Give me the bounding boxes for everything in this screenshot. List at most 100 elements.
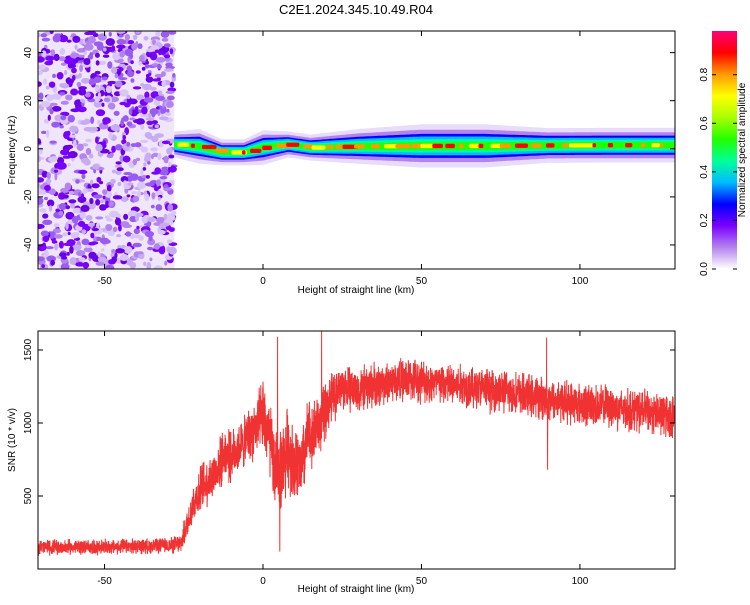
noise-speckle [65, 211, 75, 220]
noise-speckle [112, 226, 118, 233]
signal-core [499, 143, 511, 148]
noise-speckle [88, 127, 99, 132]
noise-speckle [163, 57, 171, 62]
noise-speckle [125, 231, 132, 237]
noise-speckle [146, 262, 152, 269]
noise-speckle [38, 196, 44, 205]
noise-speckle [102, 54, 110, 58]
noise-speckle [69, 201, 76, 209]
signal-core [311, 145, 326, 150]
noise-speckle [110, 66, 118, 74]
noise-speckle [72, 207, 83, 214]
noise-speckle [71, 216, 79, 224]
noise-speckle [95, 198, 101, 206]
noise-speckle [147, 246, 154, 251]
noise-speckle [38, 70, 44, 76]
noise-speckle [95, 143, 103, 152]
colorbar-tick-label: 0.4 [699, 164, 710, 178]
noise-speckle [48, 205, 53, 212]
signal-core [515, 143, 528, 148]
noise-speckle [159, 175, 168, 180]
noise-speckle [110, 124, 121, 132]
signal-core [286, 142, 300, 147]
noise-speckle [161, 245, 166, 253]
noise-speckle [43, 249, 49, 258]
noise-speckle [161, 37, 169, 42]
noise-speckle [73, 139, 77, 148]
y-tick-label: 1500 [23, 338, 34, 361]
noise-speckle [70, 232, 79, 239]
noise-speckle [60, 115, 67, 121]
noise-speckle [64, 182, 72, 191]
signal-core [395, 143, 411, 149]
noise-speckle [94, 52, 100, 58]
noise-speckle [62, 232, 68, 237]
noise-speckle [52, 228, 62, 234]
noise-speckle [41, 170, 48, 178]
noise-speckle [97, 256, 107, 263]
noise-speckle [139, 54, 145, 62]
noise-speckle [78, 257, 86, 262]
noise-speckle [53, 223, 60, 228]
noise-speckle [42, 213, 49, 219]
x-tick-label: -50 [97, 276, 112, 287]
noise-speckle [79, 64, 83, 73]
noise-speckle [43, 118, 50, 124]
noise-speckle [142, 166, 147, 171]
noise-speckle [161, 80, 167, 88]
noise-speckle [55, 208, 60, 213]
noise-speckle [67, 219, 73, 226]
noise-speckle [126, 94, 131, 100]
snr-ylabel: SNR (10 * v/v) [7, 408, 18, 472]
noise-speckle [97, 251, 101, 258]
noise-speckle [153, 243, 160, 250]
signal-core [384, 144, 399, 149]
spectrogram-frame [37, 30, 676, 270]
noise-speckle [115, 170, 122, 175]
noise-speckle [97, 33, 107, 41]
noise-speckle [95, 60, 100, 66]
x-tick-label: 100 [572, 576, 589, 587]
spectrogram-plot [38, 31, 675, 269]
noise-speckle [144, 64, 150, 69]
noise-speckle [119, 50, 126, 58]
noise-speckle [168, 31, 177, 35]
noise-speckle [51, 105, 62, 112]
noise-speckle [80, 204, 90, 212]
noise-speckle [48, 188, 56, 195]
y-tick-label: 1000 [23, 411, 34, 434]
noise-speckle [145, 175, 150, 179]
figure-title: C2E1.2024.345.10.49.R04 [279, 2, 433, 17]
snr-xlabel: Height of straight line (km) [298, 584, 415, 595]
noise-speckle [150, 204, 155, 209]
noise-speckle [49, 108, 54, 115]
noise-speckle [46, 172, 51, 180]
noise-speckle [101, 248, 105, 252]
noise-speckle [75, 179, 80, 184]
noise-speckle [103, 97, 111, 103]
noise-speckle [52, 73, 56, 78]
noise-speckle [94, 95, 100, 104]
signal-core [531, 143, 542, 148]
noise-speckle [118, 77, 128, 81]
noise-speckle [81, 173, 86, 180]
noise-speckle [111, 248, 116, 254]
noise-speckle [169, 48, 174, 55]
noise-speckle [132, 234, 142, 239]
noise-speckle [46, 178, 51, 185]
noise-speckle [56, 162, 67, 170]
noise-speckle [172, 73, 176, 78]
noise-speckle [102, 195, 106, 200]
noise-speckle [91, 227, 99, 232]
signal-core [659, 143, 664, 148]
noise-speckle [166, 95, 175, 101]
noise-speckle [145, 152, 152, 160]
noise-speckle [145, 182, 155, 187]
noise-speckle [154, 133, 164, 138]
x-tick-label: -50 [97, 576, 112, 587]
noise-speckle [167, 165, 177, 173]
noise-speckle [75, 250, 86, 257]
noise-speckle [115, 161, 122, 165]
noise-speckle [122, 115, 129, 122]
noise-speckle [132, 195, 140, 203]
